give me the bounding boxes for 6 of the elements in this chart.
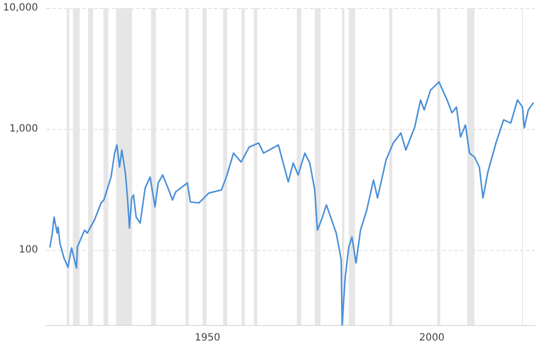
line-series — [49, 81, 534, 326]
y-tick-label: 100 — [18, 244, 38, 256]
x-tick-label: 1950 — [194, 332, 220, 344]
y-tick-label: 1,000 — [9, 124, 38, 134]
x-tick-label: 2000 — [419, 332, 445, 344]
y-tick-label: 10,000 — [2, 2, 38, 14]
